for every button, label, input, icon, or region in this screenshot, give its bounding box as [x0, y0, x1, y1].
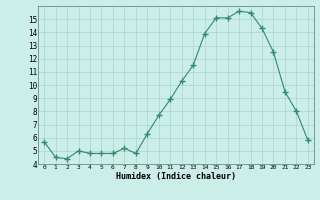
X-axis label: Humidex (Indice chaleur): Humidex (Indice chaleur): [116, 172, 236, 181]
